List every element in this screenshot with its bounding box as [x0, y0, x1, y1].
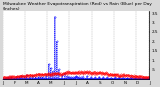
Text: Milwaukee Weather Evapotranspiration (Red) vs Rain (Blue) per Day (Inches): Milwaukee Weather Evapotranspiration (Re…	[3, 2, 152, 11]
